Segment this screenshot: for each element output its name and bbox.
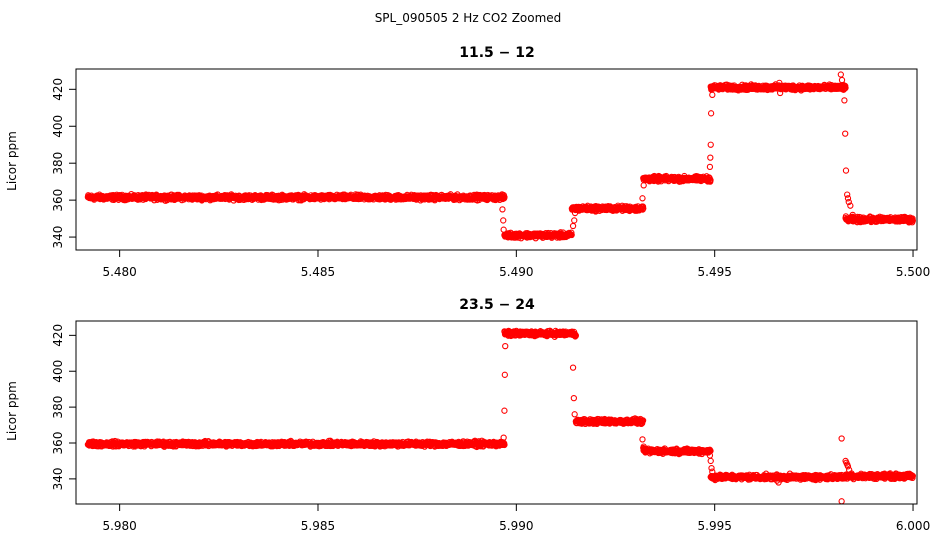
data-point — [842, 84, 849, 92]
data-point-outlier — [845, 198, 852, 206]
data-point-outlier — [709, 91, 716, 99]
panel-top-frame — [75, 68, 918, 251]
data-point-outlier — [707, 154, 714, 161]
x-tick-label: 5.495 — [698, 265, 732, 279]
data-point — [909, 217, 916, 224]
y-tick-label: 400 — [51, 115, 65, 138]
panel-bottom-ylabel: Licor ppm — [5, 381, 19, 441]
data-point-outlier — [837, 71, 844, 78]
data-point-outlier — [639, 195, 646, 202]
data-point — [501, 193, 508, 201]
panel-bottom-title: 23.5 − 24 — [459, 297, 535, 313]
panel-top-axes: 5.480 5.485 5.490 5.495 5.500 340 360 380 400 420 — [51, 78, 930, 279]
data-point-outlier — [844, 195, 852, 202]
panel-top-title: 11.5 − 12 — [459, 45, 535, 61]
data-point-outlier — [707, 141, 714, 148]
y-tick-label: 360 — [51, 189, 65, 212]
data-point-outlier — [841, 97, 848, 104]
panel-bottom-points — [84, 327, 916, 505]
data-point-outlier — [844, 191, 851, 198]
y-tick-label: 340 — [51, 226, 65, 249]
data-point-outlier — [569, 222, 577, 230]
panel-bottom: 23.5 − 24 Licor ppm 5.980 5.985 5.990 5.995… — [5, 297, 930, 533]
data-point-outlier — [842, 167, 850, 174]
data-point-outlier — [842, 130, 849, 137]
data-point-outlier — [571, 209, 579, 217]
y-tick-label: 380 — [51, 152, 65, 175]
x-tick-label: 5.480 — [102, 265, 136, 279]
data-point-outlier — [849, 211, 856, 219]
data-point — [568, 231, 575, 239]
data-point-outlier — [838, 76, 846, 84]
data-point-outlier — [706, 163, 714, 171]
x-tick-label: 5.490 — [499, 265, 533, 279]
data-point — [640, 205, 647, 212]
data-point-outlier — [499, 206, 506, 213]
panel-top: 11.5 − 12 Licor ppm 5.480 5.485 5.490 5.495… — [5, 45, 930, 279]
data-point — [568, 229, 575, 236]
data-point-outlier — [500, 226, 507, 233]
panel-top-points — [84, 71, 916, 242]
data-point-outlier — [776, 89, 784, 97]
data-point — [501, 441, 508, 449]
data-point-outlier — [500, 217, 507, 224]
figure-title: SPL_090505 2 Hz CO2 Zoomed — [375, 11, 562, 25]
y-tick-label: 420 — [51, 78, 65, 101]
x-tick-label: 5.485 — [301, 265, 335, 279]
panel-top-ylabel: Licor ppm — [5, 131, 19, 191]
data-point — [639, 417, 647, 424]
data-point-outlier — [571, 217, 578, 224]
data-point — [572, 332, 579, 339]
data-point-outlier — [776, 79, 783, 86]
data-point-outlier — [640, 182, 647, 189]
data-point-outlier — [847, 202, 854, 209]
data-point-outlier — [707, 110, 715, 117]
data-point — [707, 176, 714, 184]
x-tick-label: 5.500 — [896, 265, 930, 279]
